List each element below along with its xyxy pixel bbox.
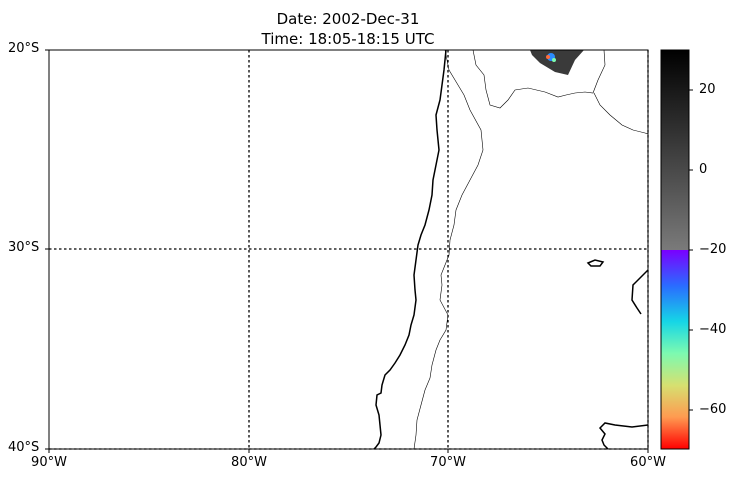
lon-label-90w: 90°W bbox=[31, 455, 67, 470]
cold-cloud-core bbox=[546, 55, 550, 59]
gridlines bbox=[49, 50, 649, 450]
map-layer bbox=[373, 50, 648, 449]
lon-label-60w: 60°W bbox=[630, 455, 666, 470]
colorbar-label-neg60: −60 bbox=[699, 402, 727, 417]
cold-cloud-edge bbox=[552, 58, 556, 62]
lat-label-40s: 40°S bbox=[8, 440, 40, 455]
argentina-atlantic-coast bbox=[598, 422, 648, 449]
chile-coastline bbox=[373, 50, 447, 449]
colorbar-gray-segment bbox=[661, 50, 689, 250]
lat-label-20s: 20°S bbox=[8, 41, 40, 56]
title-date: Date: 2002-Dec-31 bbox=[276, 10, 420, 28]
colorbar-label-neg20: −20 bbox=[699, 242, 727, 257]
bolivia-border bbox=[472, 50, 606, 109]
uruguay-coast bbox=[631, 269, 648, 315]
colorbar bbox=[660, 49, 693, 450]
title-time: Time: 18:05-18:15 UTC bbox=[261, 30, 435, 48]
lon-label-70w: 70°W bbox=[430, 455, 466, 470]
lon-label-80w: 80°W bbox=[231, 455, 267, 470]
colorbar-label-0: 0 bbox=[699, 162, 708, 177]
lat-label-30s: 30°S bbox=[8, 240, 40, 255]
colorbar-label-20: 20 bbox=[699, 82, 716, 97]
map-frame bbox=[48, 49, 649, 450]
paraguay-argentina-border bbox=[593, 92, 648, 135]
chile-argentina-border bbox=[413, 50, 484, 449]
lake-mar-chiquita bbox=[586, 259, 605, 267]
colorbar-label-neg40: −40 bbox=[699, 322, 727, 337]
satellite-data-patch bbox=[530, 50, 584, 75]
colorbar-rainbow-segment bbox=[661, 250, 689, 449]
